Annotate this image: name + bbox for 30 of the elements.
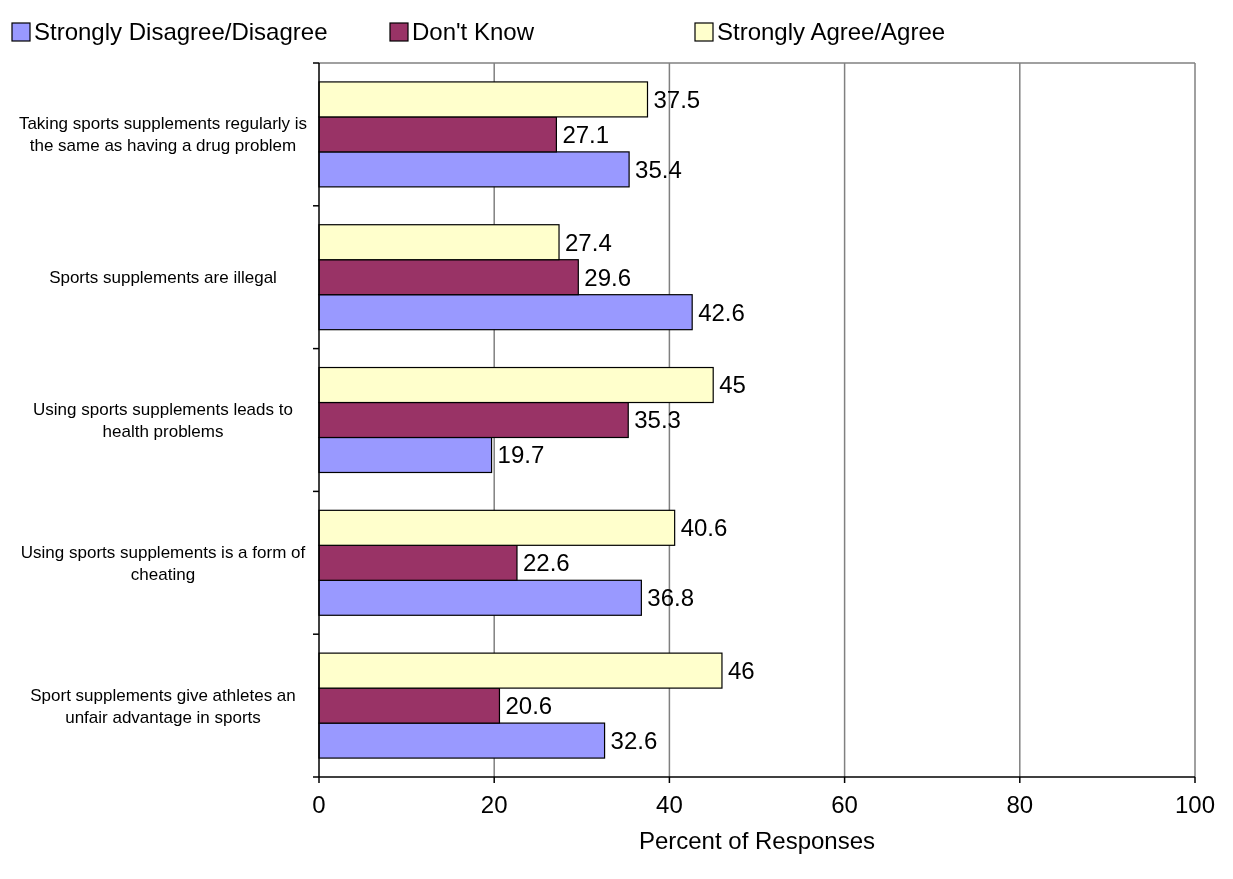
legend-label: Strongly Agree/Agree [717,18,946,46]
data-label: 22.6 [522,549,570,577]
x-tick-label: 80 [1006,791,1034,818]
data-label: 35.3 [634,406,681,434]
y-tick-label: Using sports supplements leads to health problems [33,399,293,441]
data-label: 29.6 [584,263,632,291]
data-label: 45 [719,371,746,399]
data-label: 40.6 [680,514,728,542]
y-tick-label: Sport supplements give athletes an unfair advantage in sports [30,685,296,727]
legend-label: Strongly Disagree/Disagree [34,18,328,46]
data-label: 46 [727,657,755,685]
data-label: 32.6 [610,726,658,754]
y-tick-label: Using sports supplements is a form of cheating [20,542,306,584]
x-tick-label: 20 [480,791,508,818]
data-label: 27.1 [562,120,610,148]
x-tick-label: 60 [831,791,858,818]
data-label: 35.4 [635,155,682,183]
y-tick-label: Taking sports supplements regularly is the same as having a drug problem [18,114,308,156]
x-tick-label: 0 [312,791,326,818]
data-label: 42.6 [698,298,745,326]
data-label: 19.7 [497,441,545,469]
data-label: 37.5 [653,85,701,113]
x-tick-label: 100 [1174,791,1216,818]
data-label: 20.6 [505,692,553,719]
x-axis-title: Percent of Responses [638,827,876,854]
x-tick-label: 40 [656,791,683,818]
data-label: 36.8 [647,584,695,612]
data-label: 27.4 [565,228,612,256]
y-tick-label: Sports supplements are illegal [49,268,277,288]
legend-label: Don't Know [412,18,535,46]
